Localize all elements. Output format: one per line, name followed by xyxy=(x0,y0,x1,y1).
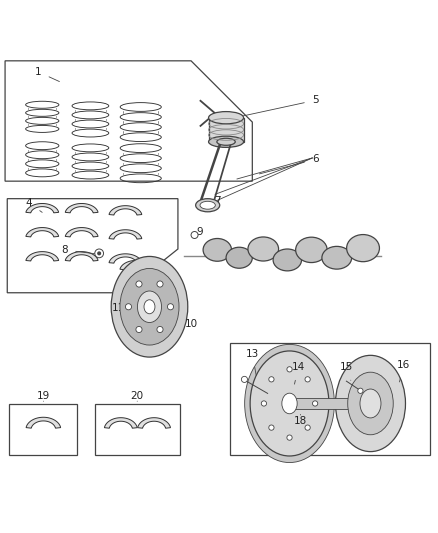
Ellipse shape xyxy=(226,247,252,268)
Polygon shape xyxy=(26,417,60,428)
Polygon shape xyxy=(109,254,141,263)
Text: 15: 15 xyxy=(339,362,352,380)
Bar xyxy=(95,405,180,455)
Ellipse shape xyxy=(120,269,179,345)
Ellipse shape xyxy=(208,111,243,124)
Ellipse shape xyxy=(195,199,219,212)
Ellipse shape xyxy=(247,237,278,261)
Circle shape xyxy=(156,281,162,287)
Circle shape xyxy=(136,326,142,333)
Ellipse shape xyxy=(200,201,215,209)
Polygon shape xyxy=(104,418,137,428)
Ellipse shape xyxy=(359,389,380,418)
Circle shape xyxy=(304,377,310,382)
Text: 19: 19 xyxy=(37,391,50,401)
Polygon shape xyxy=(109,230,141,239)
Ellipse shape xyxy=(144,300,155,314)
Polygon shape xyxy=(138,418,170,428)
Ellipse shape xyxy=(335,356,405,451)
Ellipse shape xyxy=(281,393,297,414)
Circle shape xyxy=(286,367,291,372)
Ellipse shape xyxy=(321,246,351,269)
Ellipse shape xyxy=(272,249,301,271)
Ellipse shape xyxy=(111,256,187,357)
Text: 16: 16 xyxy=(396,360,409,382)
Ellipse shape xyxy=(137,291,161,322)
Text: 14: 14 xyxy=(291,362,304,384)
Circle shape xyxy=(312,401,317,406)
Text: 13: 13 xyxy=(245,349,258,375)
Bar xyxy=(230,343,428,455)
Polygon shape xyxy=(109,206,141,215)
Ellipse shape xyxy=(295,237,326,263)
Circle shape xyxy=(98,252,100,255)
Circle shape xyxy=(304,425,310,430)
Polygon shape xyxy=(26,228,59,237)
Text: 5: 5 xyxy=(237,95,318,117)
Circle shape xyxy=(95,249,103,258)
Ellipse shape xyxy=(250,351,328,456)
Text: 8: 8 xyxy=(61,245,96,255)
Text: 18: 18 xyxy=(293,415,307,425)
Bar xyxy=(208,118,243,142)
Circle shape xyxy=(357,388,362,393)
Text: 10: 10 xyxy=(165,318,197,329)
Ellipse shape xyxy=(203,238,231,261)
Circle shape xyxy=(241,376,247,383)
Text: 7: 7 xyxy=(206,196,220,208)
Polygon shape xyxy=(26,252,59,261)
Text: 9: 9 xyxy=(193,228,203,237)
Ellipse shape xyxy=(244,344,334,463)
Text: 11: 11 xyxy=(112,303,134,313)
Ellipse shape xyxy=(347,372,392,435)
Bar xyxy=(10,405,77,455)
Polygon shape xyxy=(65,228,98,237)
Circle shape xyxy=(191,231,198,238)
Bar xyxy=(293,398,366,409)
Text: 20: 20 xyxy=(131,391,144,401)
Ellipse shape xyxy=(208,136,243,148)
Text: 4: 4 xyxy=(26,198,42,212)
Polygon shape xyxy=(7,199,177,293)
Circle shape xyxy=(261,401,266,406)
Polygon shape xyxy=(65,204,98,213)
Circle shape xyxy=(125,304,131,310)
Circle shape xyxy=(286,435,291,440)
Polygon shape xyxy=(120,261,152,270)
Polygon shape xyxy=(5,61,252,181)
Text: 1: 1 xyxy=(35,67,59,82)
Circle shape xyxy=(156,326,162,333)
Ellipse shape xyxy=(216,138,235,146)
Circle shape xyxy=(167,304,173,310)
Circle shape xyxy=(268,425,273,430)
Ellipse shape xyxy=(346,235,378,262)
Polygon shape xyxy=(26,204,59,213)
Text: 12: 12 xyxy=(348,240,374,253)
Text: 6: 6 xyxy=(259,154,318,174)
Polygon shape xyxy=(65,252,98,261)
Circle shape xyxy=(268,377,273,382)
Circle shape xyxy=(136,281,142,287)
